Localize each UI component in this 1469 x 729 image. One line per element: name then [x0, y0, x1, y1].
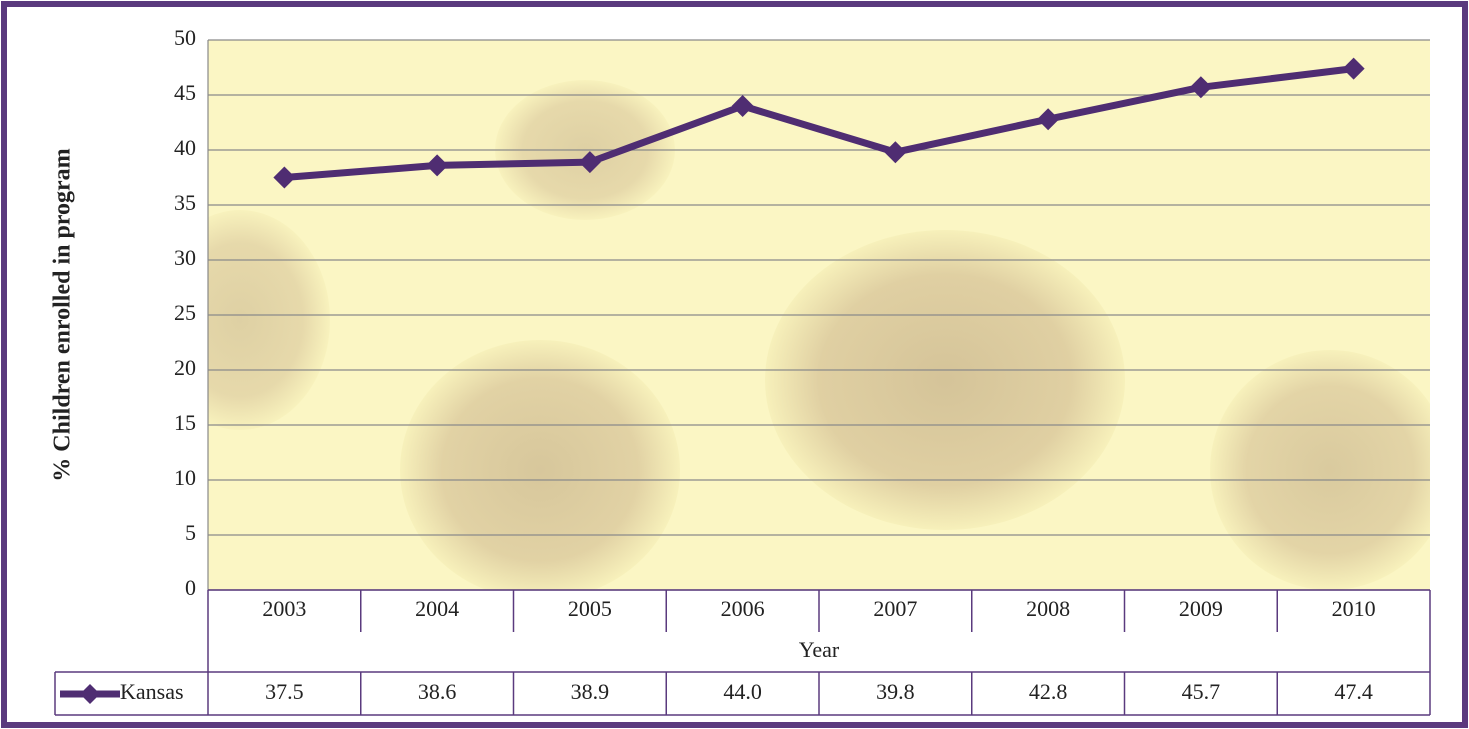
legend-label: Kansas [120, 679, 184, 704]
x-tick-label: 2009 [1179, 596, 1223, 621]
data-marker [1189, 76, 1212, 99]
x-axis-title: Year [799, 637, 840, 662]
x-tick-label: 2008 [1026, 596, 1070, 621]
y-tick-label: 45 [174, 80, 196, 105]
y-tick-label: 35 [174, 190, 196, 215]
y-axis-title: % Children enrolled in program [50, 148, 76, 481]
data-marker [1342, 57, 1365, 80]
table-value: 45.7 [1182, 679, 1221, 704]
data-marker [1037, 108, 1060, 131]
data-marker [731, 95, 754, 117]
data-marker [426, 154, 449, 177]
table-value: 38.6 [418, 679, 457, 704]
y-tick-label: 30 [174, 245, 196, 270]
table-value: 42.8 [1029, 679, 1068, 704]
data-line [284, 65, 1355, 181]
x-tick-label: 2010 [1332, 596, 1376, 621]
table-value: 37.5 [265, 679, 304, 704]
table-value: 47.4 [1334, 679, 1373, 704]
y-tick-label: 50 [174, 25, 196, 50]
data-marker [273, 166, 296, 189]
x-tick-label: 2006 [721, 596, 765, 621]
x-tick-label: 2004 [415, 596, 459, 621]
data-marker [578, 151, 601, 174]
y-tick-label: 25 [174, 300, 196, 325]
y-tick-label: 40 [174, 135, 196, 160]
y-tick-label: 5 [185, 520, 196, 545]
x-tick-label: 2003 [262, 596, 306, 621]
data-marker [884, 141, 907, 164]
legend-marker [80, 684, 100, 704]
table-value: 44.0 [723, 679, 762, 704]
y-tick-label: 15 [174, 410, 196, 435]
x-tick-label: 2007 [873, 596, 917, 621]
y-tick-label: 20 [174, 355, 196, 380]
y-tick-label: 10 [174, 465, 196, 490]
table-value: 38.9 [571, 679, 610, 704]
x-tick-label: 2005 [568, 596, 612, 621]
y-tick-label: 0 [185, 575, 196, 600]
table-value: 39.8 [876, 679, 915, 704]
